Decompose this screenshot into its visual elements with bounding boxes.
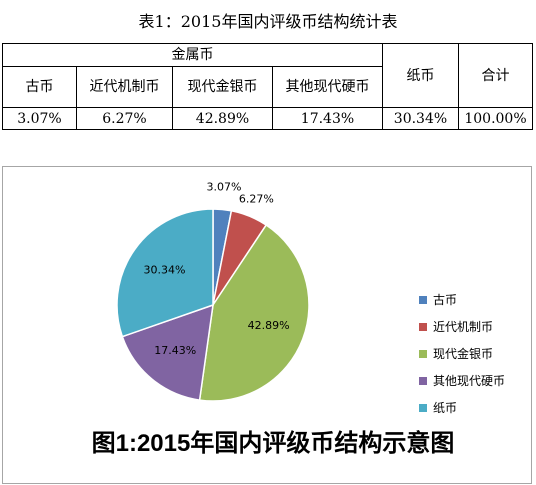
legend-item-paper-money: 纸币 bbox=[419, 394, 505, 421]
stats-table: 金属币 纸币 合计 古币 近代机制币 现代金银币 其他现代硬币 3.07% 6.… bbox=[2, 43, 533, 130]
legend-item-gold-silver-coins: 现代金银币 bbox=[419, 340, 505, 367]
legend-swatch-other-coins bbox=[419, 376, 427, 385]
chart-caption: 图1:2015年国内评级币结构示意图 bbox=[91, 430, 455, 457]
group-header-metal-coins: 金属币 bbox=[2, 43, 383, 67]
chart-legend: 古币近代机制币现代金银币其他现代硬币 纸币 bbox=[419, 286, 505, 421]
pie-slice-gold-silver-coins bbox=[198, 224, 310, 402]
legend-label-modern-machine-coins: 近代机制币 bbox=[433, 320, 494, 334]
column-header-other-coins: 其他现代硬币 bbox=[272, 66, 383, 108]
column-header-total: 合计 bbox=[458, 43, 533, 108]
column-header-ancient-coins: 古币 bbox=[2, 66, 77, 108]
table-title: 表1：2015年国内评级币结构统计表 bbox=[138, 12, 398, 31]
pie-slice-paper-money bbox=[116, 208, 214, 338]
pie-chart: 3.07%6.27% 42.89% 17.43% 30.34% bbox=[116, 181, 310, 402]
legend-swatch-gold-silver-coins bbox=[419, 349, 427, 358]
column-header-gold-silver-coins: 现代金银币 bbox=[172, 66, 273, 108]
value-gold-silver-coins: 42.89% bbox=[172, 107, 273, 130]
value-other-coins: 17.43% bbox=[272, 107, 383, 130]
legend-label-paper-money: 纸币 bbox=[433, 401, 458, 415]
legend-label-ancient-coins: 古币 bbox=[433, 293, 458, 307]
legend-swatch-paper-money bbox=[419, 403, 427, 412]
legend-label-gold-silver-coins: 现代金银币 bbox=[433, 347, 494, 361]
value-ancient-coins: 3.07% bbox=[2, 107, 77, 130]
legend-swatch-modern-machine-coins bbox=[419, 322, 427, 331]
data-label-gold-silver-coins: 42.89% bbox=[248, 319, 290, 332]
data-label-paper-money: 30.34% bbox=[143, 264, 185, 277]
value-paper-money: 30.34% bbox=[382, 107, 459, 130]
legend-item-other-coins: 其他现代硬币 bbox=[419, 367, 505, 394]
data-label-modern-machine-coins: 6.27% bbox=[239, 193, 274, 206]
legend-swatch-ancient-coins bbox=[419, 295, 427, 304]
data-label-ancient-coins: 3.07% bbox=[207, 181, 242, 194]
pie-chart-area: 3.07% 6.27% 42.89% 17.43% 30.34% 古币近代机制币现代金银… bbox=[2, 166, 532, 484]
legend-label-other-coins: 其他现代硬币 bbox=[433, 374, 506, 388]
value-total: 100.00% bbox=[458, 107, 533, 130]
column-header-paper-money: 纸币 bbox=[382, 43, 459, 108]
column-header-modern-machine-coins: 近代机制币 bbox=[76, 66, 173, 108]
data-label-other-coins: 17.43% bbox=[154, 344, 196, 357]
legend-item-ancient-coins: 古币 bbox=[419, 286, 505, 313]
value-modern-machine-coins: 6.27% bbox=[76, 107, 173, 130]
legend-item-modern-machine-coins: 近代机制币 bbox=[419, 313, 505, 340]
